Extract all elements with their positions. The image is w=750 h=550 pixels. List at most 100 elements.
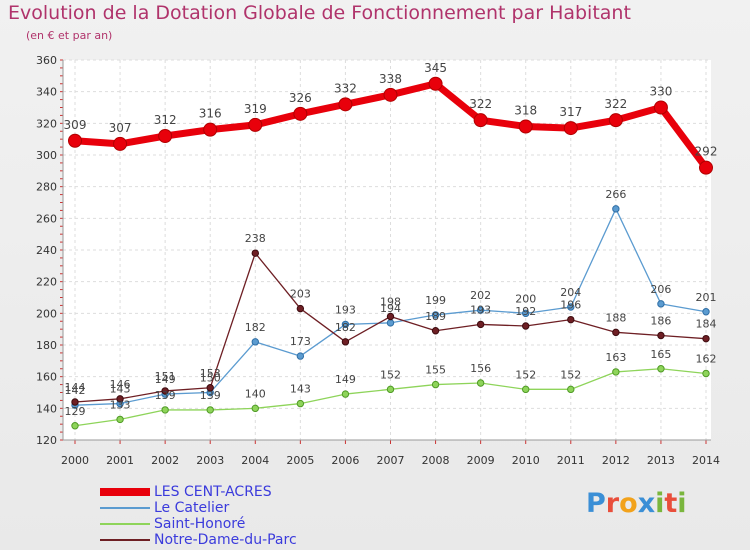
data-point [383,87,398,102]
y-tick-label: 260 [36,212,57,225]
y-tick-label: 300 [36,149,57,162]
data-label: 338 [379,72,402,86]
data-point [476,379,485,387]
data-label: 200 [515,292,536,305]
data-point [612,368,620,376]
data-point [657,365,665,373]
data-point [567,315,575,324]
logo-letter: x [637,488,656,519]
data-label: 182 [245,321,266,334]
data-label: 163 [605,351,626,364]
data-point [161,406,169,414]
data-label: 309 [64,118,87,132]
data-label: 153 [200,367,221,380]
data-label: 155 [425,364,446,377]
y-tick-label: 160 [36,371,57,384]
data-point [206,406,214,414]
x-tick-label: 2013 [647,454,675,467]
x-tick-label: 2012 [602,454,630,467]
data-label: 198 [380,296,401,309]
data-label: 194 [380,302,401,315]
x-tick-label: 2011 [557,454,585,467]
data-label: 317 [559,105,582,119]
data-point [567,303,575,311]
data-label: 238 [245,232,266,245]
data-point [116,395,124,403]
data-label: 149 [335,373,356,386]
y-tick-label: 180 [36,339,57,352]
data-label: 204 [560,286,581,299]
logo-letter: P [586,488,606,519]
x-tick-label: 2014 [692,454,720,467]
data-label: 201 [696,291,717,304]
data-point [341,320,350,329]
data-label: 143 [290,383,311,396]
data-label: 192 [515,305,536,318]
data-point [338,97,353,112]
legend-item-le-catelier: Le Catelier [100,500,360,516]
data-label: 173 [290,335,311,348]
data-label: 203 [290,288,311,301]
data-point [608,113,623,128]
data-point [657,300,665,308]
x-tick-label: 2005 [286,454,314,467]
data-point [476,306,485,314]
x-tick-label: 2002 [151,454,179,467]
data-label: 129 [65,405,86,418]
data-point [518,119,533,134]
data-label: 319 [244,102,267,116]
x-tick-label: 2009 [467,454,495,467]
data-label: 307 [109,121,132,135]
x-tick-label: 2001 [106,454,134,467]
y-tick-label: 360 [36,54,57,67]
data-label: 144 [65,381,86,394]
data-label: 318 [514,104,537,118]
x-tick-label: 2004 [241,454,269,467]
data-point [612,328,620,337]
data-label: 266 [605,188,626,201]
data-label: 156 [470,362,491,375]
data-point [476,320,485,329]
data-label: 292 [695,145,718,159]
data-point [296,352,305,360]
data-point [567,385,575,394]
logo-letter: i [677,488,687,519]
data-point [293,106,308,121]
data-point [113,136,128,151]
data-point [563,121,578,136]
data-label: 326 [289,91,312,105]
legend-label: LES CENT-ACRES [154,484,272,500]
data-point [251,338,259,346]
legend-swatch [100,539,150,541]
x-tick-label: 2008 [422,454,450,467]
proxiti-logo: Proxiti [586,488,687,519]
x-tick-label: 2007 [377,454,405,467]
data-label: 322 [604,97,627,111]
data-label: 345 [424,61,447,75]
y-tick-label: 340 [36,86,57,99]
legend-swatch [100,488,150,496]
chart-title: Evolution de la Dotation Globale de Fonc… [8,2,631,24]
data-label: 165 [650,348,671,361]
data-point [71,422,79,430]
data-label: 139 [155,389,176,402]
data-point [161,387,169,395]
data-label: 150 [200,372,221,385]
data-label: 184 [696,318,717,331]
data-point [702,334,710,343]
legend-item-saint-honore: Saint-Honoré [100,516,360,532]
data-point [657,331,665,340]
data-point [206,384,214,392]
data-label: 140 [245,387,266,400]
data-label: 142 [65,384,86,397]
data-point [68,133,82,148]
data-point [522,309,530,318]
data-point [251,404,259,413]
data-point [699,160,713,175]
x-tick-label: 2006 [331,454,359,467]
data-point [116,415,124,424]
data-label: 199 [425,294,446,307]
logo-letter: i [655,488,665,519]
data-point [386,319,395,327]
